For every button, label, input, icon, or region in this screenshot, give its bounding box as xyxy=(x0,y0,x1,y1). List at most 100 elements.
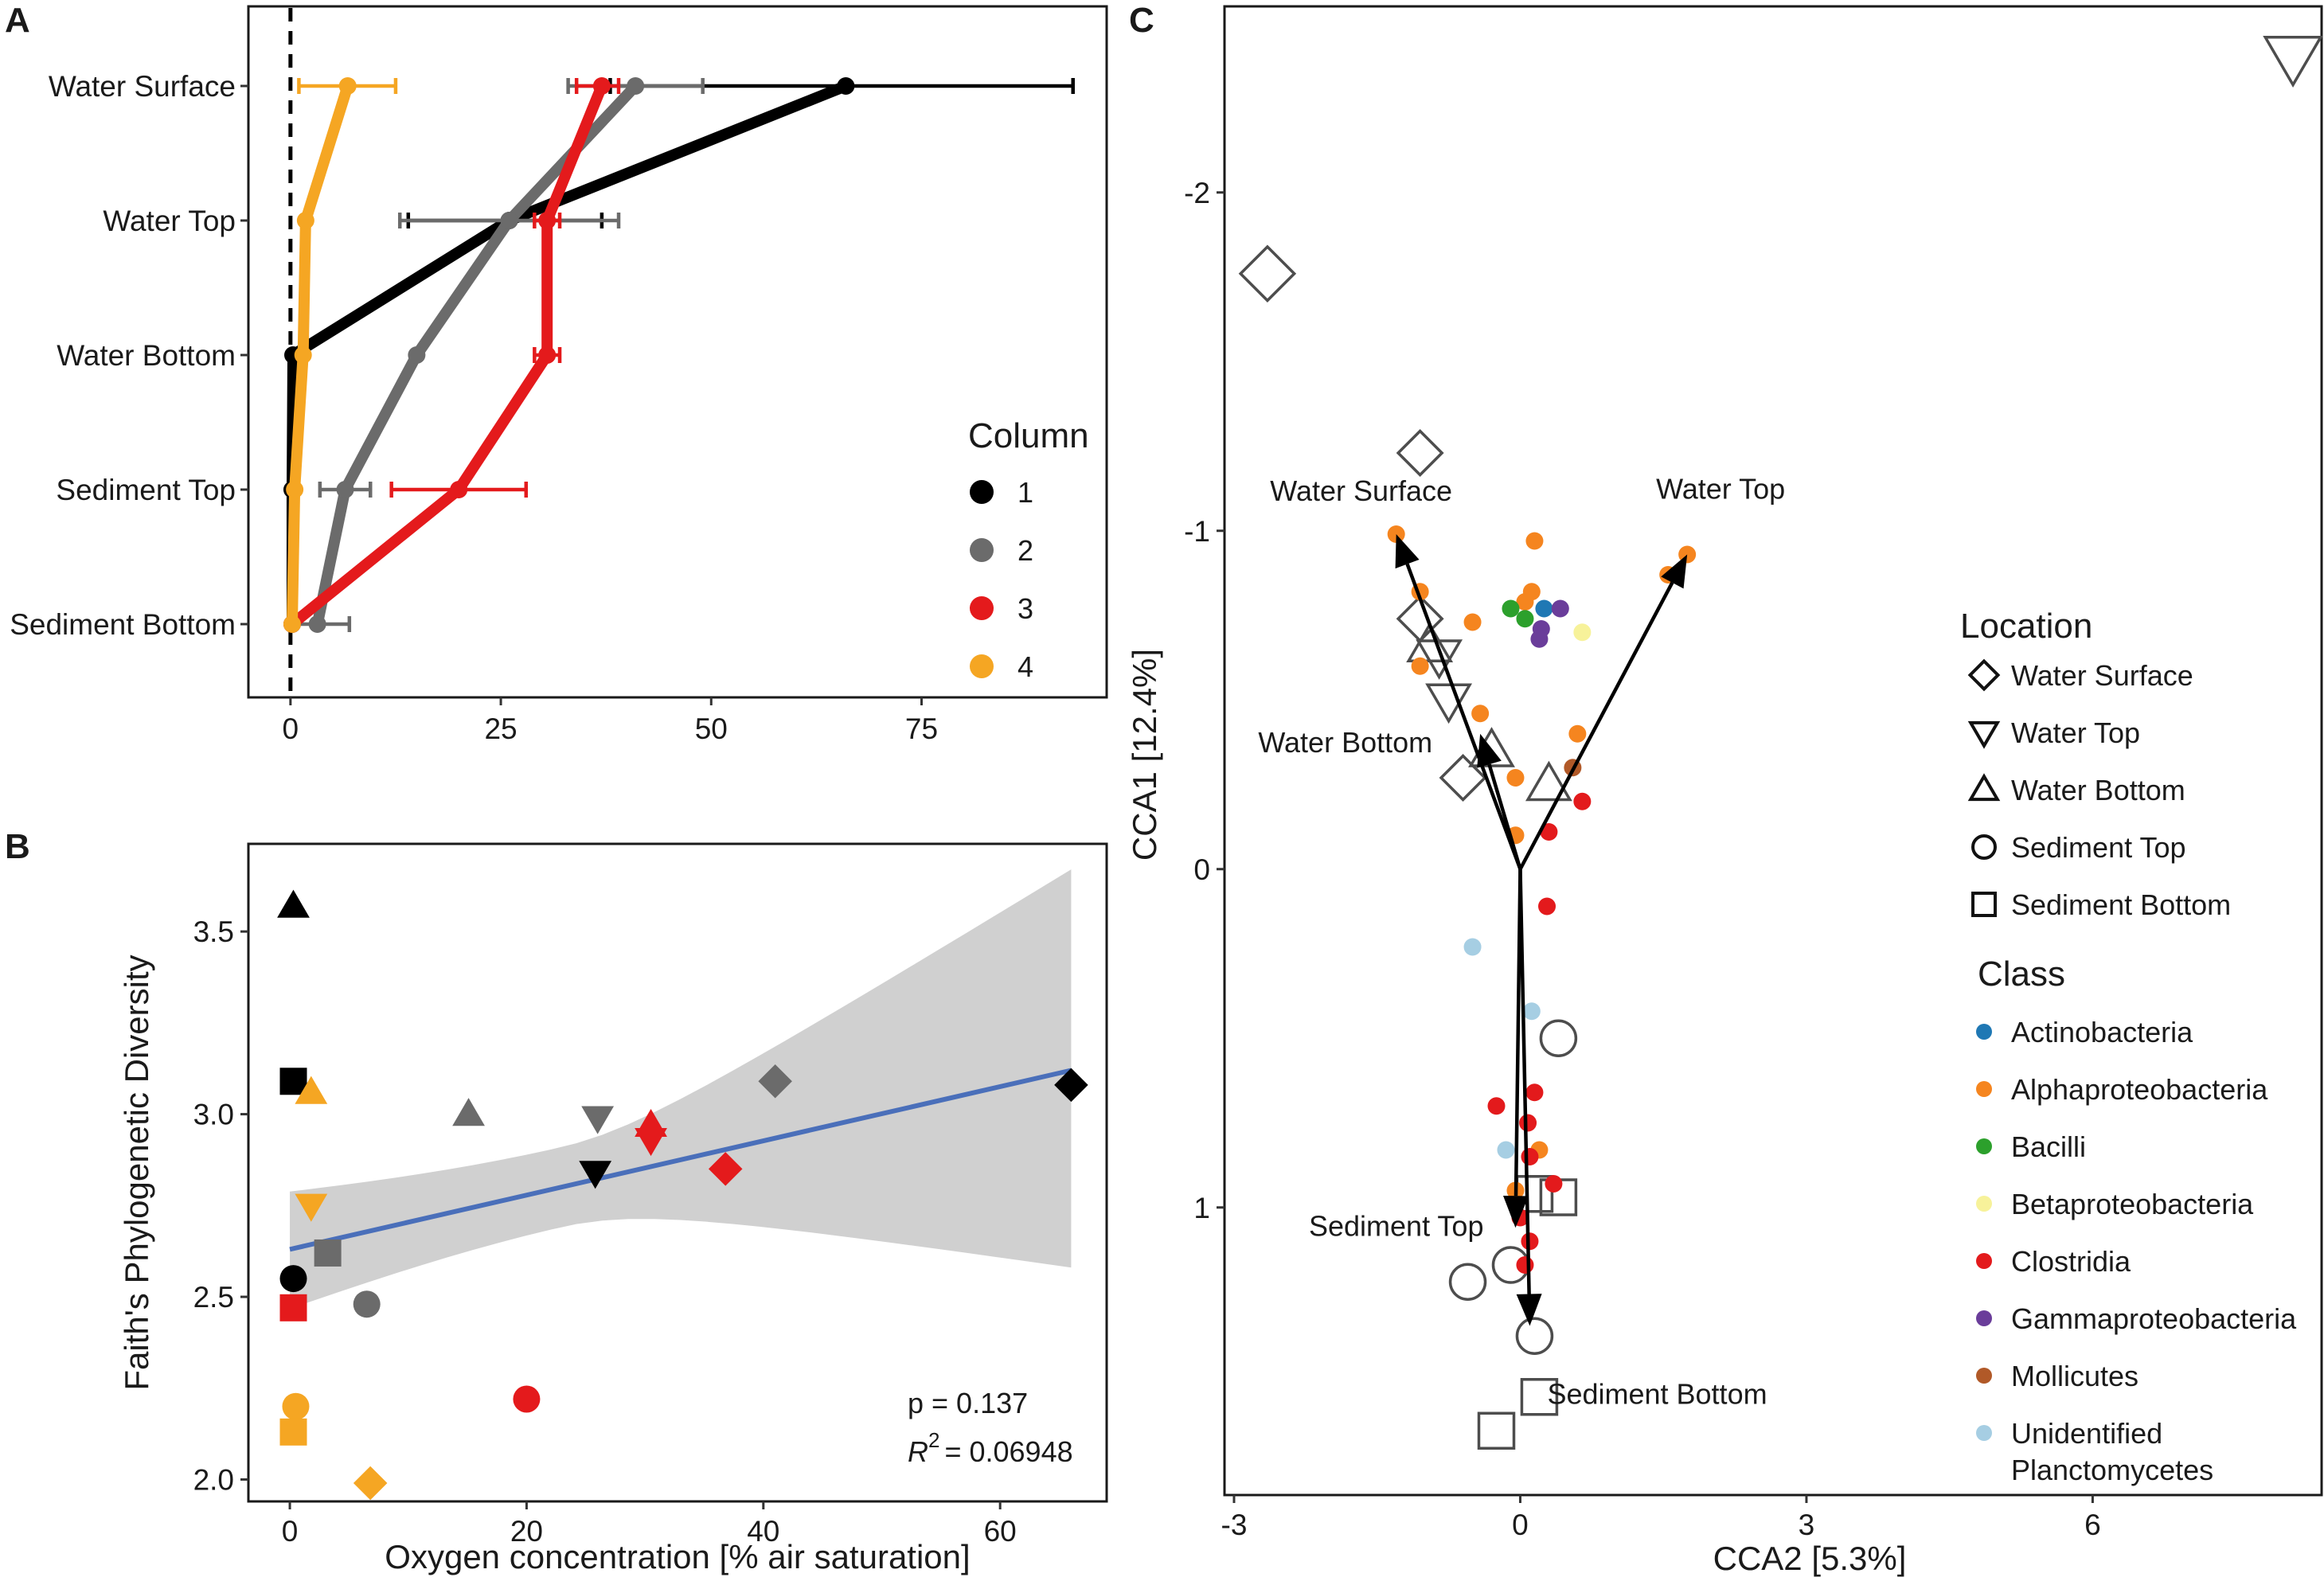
c-vector-arrow-head xyxy=(1503,1196,1529,1228)
c-x-tick-label: 0 xyxy=(1512,1509,1529,1541)
b-x-tick-label: 20 xyxy=(510,1515,543,1548)
a-series-3-point xyxy=(538,346,557,364)
c-legend-class-key xyxy=(1976,1024,1992,1040)
c-legend-class-key xyxy=(1976,1310,1992,1326)
c-legend-class-label: Gammaproteobacteria xyxy=(2011,1302,2297,1335)
c-vector-arrow-head xyxy=(1395,534,1420,569)
b-point-square xyxy=(279,1418,307,1446)
b-regression-line xyxy=(289,1068,1072,1252)
panel-b-x-axis-label: Oxygen concentration [% air saturation] xyxy=(385,1538,970,1575)
c-taxon-point xyxy=(1506,769,1525,787)
panel-c-y-axis-label: CCA1 [12.4%] xyxy=(1126,649,1163,861)
c-taxon-point xyxy=(1573,792,1592,810)
c-taxon-point xyxy=(1525,532,1544,550)
c-legend-class-label: Clostridia xyxy=(2011,1245,2131,1278)
c-vector-label: Water Surface xyxy=(1270,474,1452,507)
panel-c: C CCA1 [12.4%] CCA2 [5.3%] -3 0 3 6 -2 -1 0 1 Wa… xyxy=(1126,1,2323,1577)
panel-b-letter: B xyxy=(5,827,30,866)
a-legend-key xyxy=(970,596,994,620)
c-legend-location-label: Water Top xyxy=(2011,716,2140,749)
a-series-2-point xyxy=(627,77,645,95)
b-y-tick-label: 3.5 xyxy=(193,915,234,948)
c-y-tick-label: 1 xyxy=(1193,1192,1210,1224)
b-point-triangle-up xyxy=(452,1098,485,1126)
b-x-tick-label: 60 xyxy=(984,1515,1017,1548)
a-category-label: Water Surface xyxy=(49,70,236,103)
panel-c-x-axis-label: CCA2 [5.3%] xyxy=(1713,1540,1907,1577)
c-vector-arrow-shaft xyxy=(1514,869,1522,1197)
c-taxon-point xyxy=(1535,599,1553,618)
c-vector-arrow-shaft xyxy=(1487,763,1522,870)
b-point-circle xyxy=(279,1265,307,1293)
a-series-2-point xyxy=(336,481,354,498)
c-legend-location-key-triangle-up xyxy=(1967,773,2001,802)
c-taxon-point xyxy=(1516,1256,1534,1274)
c-vector-arrow-head xyxy=(1516,1294,1542,1326)
c-taxon-point xyxy=(1497,1141,1515,1159)
c-legend-location-key-square xyxy=(1971,892,1997,917)
c-x-tick-label: 3 xyxy=(1799,1509,1815,1541)
a-x-tick-label: 0 xyxy=(283,712,299,745)
c-taxon-point xyxy=(1471,705,1490,723)
panel-a: A Water Surface Water Top Water Bottom Sedi… xyxy=(5,1,1108,745)
b-point-diamond xyxy=(1054,1068,1088,1103)
c-vector-arrow-head xyxy=(1477,733,1502,768)
a-x-tick-label: 50 xyxy=(695,712,728,745)
b-point-circle xyxy=(282,1392,310,1420)
c-taxon-point xyxy=(1411,657,1429,675)
b-point-circle xyxy=(513,1385,541,1413)
c-vector-arrow-shaft xyxy=(1518,581,1674,870)
c-legend-location-label: Water Surface xyxy=(2011,659,2193,692)
c-x-tick-label: -3 xyxy=(1221,1509,1248,1541)
a-series-4-point xyxy=(294,346,312,364)
c-legend-location-key-circle xyxy=(1971,834,1997,860)
a-category-label: Water Bottom xyxy=(57,339,236,372)
a-x-tick-label: 75 xyxy=(905,712,938,745)
b-point-square xyxy=(279,1294,307,1321)
c-legend-class-label: Betaproteobacteria xyxy=(2011,1188,2254,1220)
c-legend-class-key xyxy=(1976,1253,1992,1269)
a-x-tick-label: 25 xyxy=(484,712,517,745)
c-vector-label: Water Bottom xyxy=(1258,726,1432,759)
c-taxon-point xyxy=(1519,1114,1537,1132)
panel-b-y-axis-label: Faith's Phylogenetic Diversity xyxy=(118,955,155,1390)
a-category-label: Water Top xyxy=(103,205,236,237)
c-taxon-point xyxy=(1502,599,1520,618)
c-y-tick-label: -1 xyxy=(1184,515,1210,548)
a-series-2-point xyxy=(308,615,326,633)
c-sample-circle xyxy=(1515,1317,1554,1355)
a-legend-label: 2 xyxy=(1017,534,1033,567)
panel-a-letter: A xyxy=(5,1,30,40)
panel-b-frame xyxy=(247,842,1108,1503)
c-sample-triangle-up xyxy=(1406,622,1454,663)
b-point-circle xyxy=(353,1290,381,1318)
b-point-diamond xyxy=(353,1466,388,1501)
c-sample-triangle-down xyxy=(2263,35,2323,88)
a-series-4-point xyxy=(286,481,304,498)
a-legend-label: 1 xyxy=(1017,476,1033,509)
c-taxon-point xyxy=(1521,1148,1539,1165)
c-x-tick-label: 6 xyxy=(2084,1509,2101,1541)
c-vector-label: Water Top xyxy=(1656,473,1785,506)
panel-c-frame xyxy=(1223,5,2323,1497)
panel-a-frame xyxy=(247,5,1108,699)
panel-b-p-value: p = 0.137 xyxy=(908,1387,1028,1419)
c-legend-class-key xyxy=(1976,1368,1992,1384)
c-y-tick-label: -2 xyxy=(1184,177,1210,209)
b-x-tick-label: 0 xyxy=(282,1515,299,1548)
b-point-triangle-up xyxy=(277,889,310,918)
a-legend-key xyxy=(970,538,994,562)
c-taxon-point xyxy=(1487,1097,1506,1115)
c-vector-arrow-shaft xyxy=(1405,563,1522,870)
a-series-1-point xyxy=(837,77,855,95)
b-x-tick-label: 40 xyxy=(747,1515,779,1548)
a-legend-key xyxy=(970,480,994,504)
c-vector-label: Sediment Bottom xyxy=(1547,1378,1767,1411)
b-point-triangle-down xyxy=(579,1161,612,1189)
c-legend-location-label: Sediment Top xyxy=(2011,831,2185,864)
c-legend-class-key xyxy=(1976,1138,1992,1154)
b-y-tick-label: 2.0 xyxy=(193,1463,234,1496)
b-confidence-band xyxy=(290,869,1072,1309)
a-series-3-point xyxy=(592,77,611,95)
